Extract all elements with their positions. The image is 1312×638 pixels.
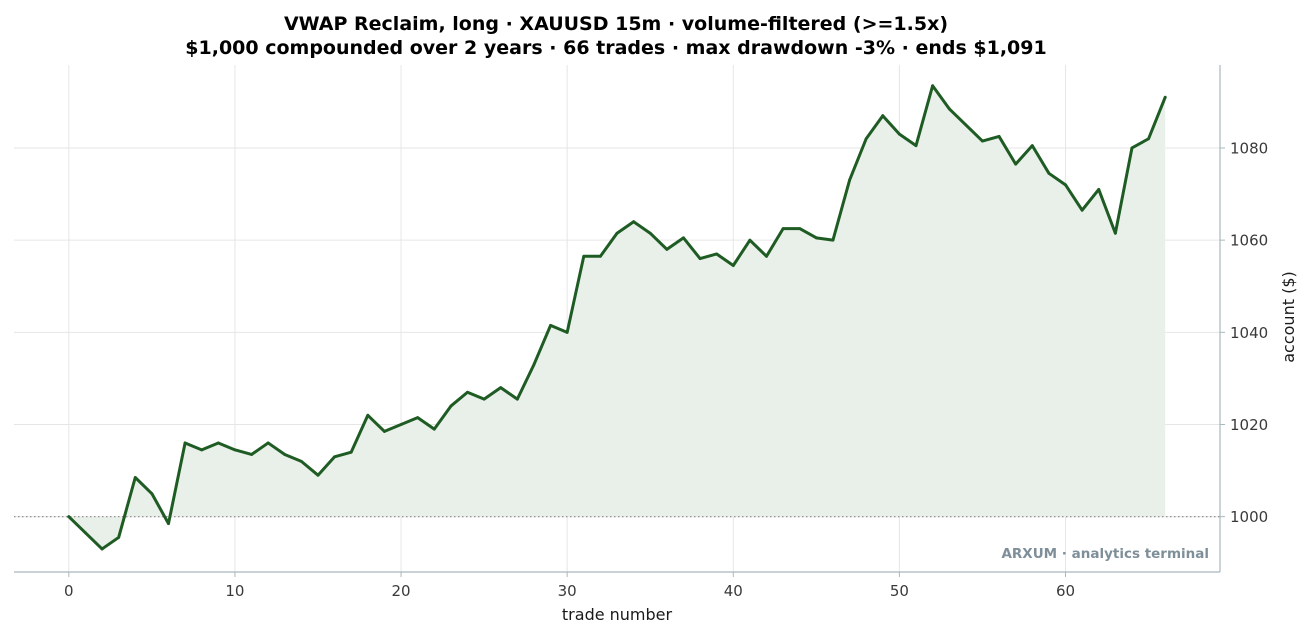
- data-point-trade-42: [765, 254, 768, 258]
- x-axis-label: trade number: [562, 605, 673, 624]
- x-axis-ticks: 0 10 20 30 40 50 60: [64, 572, 1075, 600]
- y-tick-label: 1080: [1230, 139, 1268, 157]
- data-point-trade-35: [648, 231, 652, 235]
- data-point-trade-13: [283, 453, 287, 456]
- data-point-trade-16: [333, 455, 337, 459]
- data-point-trade-52: [931, 84, 935, 88]
- y-axis-ticks: 1000 1020 1040 1060 1080: [1220, 139, 1268, 526]
- data-point-trade-62: [1097, 188, 1101, 191]
- data-point-trade-24: [466, 390, 469, 394]
- y-tick-label: 1040: [1230, 324, 1268, 342]
- data-point-trade-66: [1163, 95, 1167, 99]
- data-point-trade-49: [881, 114, 885, 118]
- data-point-trade-1: [84, 531, 87, 535]
- watermark: ARXUM · analytics terminal: [1001, 546, 1209, 562]
- data-point-trade-64: [1130, 146, 1134, 150]
- data-point-trade-26: [499, 386, 503, 390]
- data-point-trade-15: [316, 473, 320, 477]
- data-point-trade-4: [133, 476, 137, 479]
- y-tick-label: 1060: [1230, 232, 1268, 250]
- data-point-trade-65: [1147, 137, 1150, 141]
- data-point-trade-56: [997, 135, 1001, 138]
- data-point-trade-51: [914, 144, 918, 148]
- data-point-trade-41: [748, 238, 752, 242]
- data-point-trade-6: [167, 522, 170, 526]
- x-tick-label: 20: [392, 582, 411, 600]
- data-point-trade-5: [150, 492, 154, 496]
- data-point-trade-20: [399, 423, 403, 426]
- x-tick-label: 30: [558, 582, 577, 600]
- data-point-trade-47: [848, 178, 851, 182]
- y-tick-label: 1000: [1230, 508, 1268, 526]
- data-point-trade-27: [515, 397, 519, 401]
- data-points: [67, 84, 1167, 551]
- data-point-trade-60: [1064, 183, 1067, 187]
- data-point-trade-38: [698, 257, 702, 260]
- data-point-trade-18: [366, 413, 370, 417]
- data-point-trade-40: [731, 264, 735, 267]
- data-point-trade-2: [100, 547, 104, 551]
- data-point-trade-39: [715, 252, 719, 256]
- x-tick-label: 40: [724, 582, 743, 600]
- data-point-trade-44: [798, 227, 802, 231]
- data-point-trade-61: [1080, 208, 1084, 212]
- data-point-trade-19: [383, 430, 386, 433]
- x-tick-label: 10: [225, 582, 244, 600]
- data-point-trade-9: [216, 441, 220, 445]
- data-point-trade-22: [432, 427, 436, 431]
- data-point-trade-43: [781, 227, 785, 231]
- data-point-trade-32: [598, 254, 602, 258]
- data-point-trade-11: [250, 453, 253, 456]
- data-point-trade-53: [947, 107, 951, 111]
- y-tick-label: 1020: [1230, 416, 1268, 434]
- data-point-trade-50: [897, 132, 901, 136]
- data-point-trade-21: [416, 416, 420, 419]
- x-tick-label: 50: [890, 582, 909, 600]
- data-point-trade-58: [1030, 144, 1034, 148]
- data-point-trade-12: [266, 441, 270, 445]
- data-point-trade-63: [1113, 231, 1117, 235]
- data-point-trade-3: [117, 536, 121, 539]
- data-point-trade-0: [67, 515, 71, 519]
- chart-subtitle: $1,000 compounded over 2 years · 66 trad…: [185, 37, 1046, 59]
- data-point-trade-23: [449, 404, 453, 408]
- y-axis-label: account ($): [1279, 271, 1298, 363]
- data-point-trade-36: [665, 247, 669, 251]
- data-point-trade-48: [864, 137, 868, 141]
- data-point-trade-54: [964, 123, 968, 127]
- data-point-trade-8: [200, 448, 204, 452]
- data-point-trade-31: [582, 254, 586, 258]
- data-point-trade-57: [1014, 162, 1018, 166]
- x-tick-label: 60: [1056, 582, 1075, 600]
- data-point-trade-14: [299, 459, 303, 463]
- data-point-trade-7: [183, 441, 187, 445]
- equity-area-fill: [68, 85, 1166, 549]
- data-point-trade-17: [349, 450, 353, 454]
- chart-title: VWAP Reclaim, long · XAUUSD 15m · volume…: [284, 13, 948, 35]
- x-tick-label: 0: [64, 582, 74, 600]
- data-point-trade-28: [532, 363, 536, 366]
- data-point-trade-29: [549, 324, 552, 327]
- data-point-trade-37: [682, 236, 685, 240]
- data-point-trade-45: [814, 236, 818, 240]
- data-point-trade-30: [565, 330, 569, 334]
- data-point-trade-55: [981, 139, 984, 143]
- data-point-trade-25: [482, 397, 486, 401]
- data-point-trade-46: [831, 238, 835, 242]
- data-point-trade-33: [615, 231, 619, 235]
- data-point-trade-10: [233, 448, 237, 452]
- data-point-trade-34: [632, 220, 636, 224]
- data-point-trade-59: [1047, 171, 1051, 175]
